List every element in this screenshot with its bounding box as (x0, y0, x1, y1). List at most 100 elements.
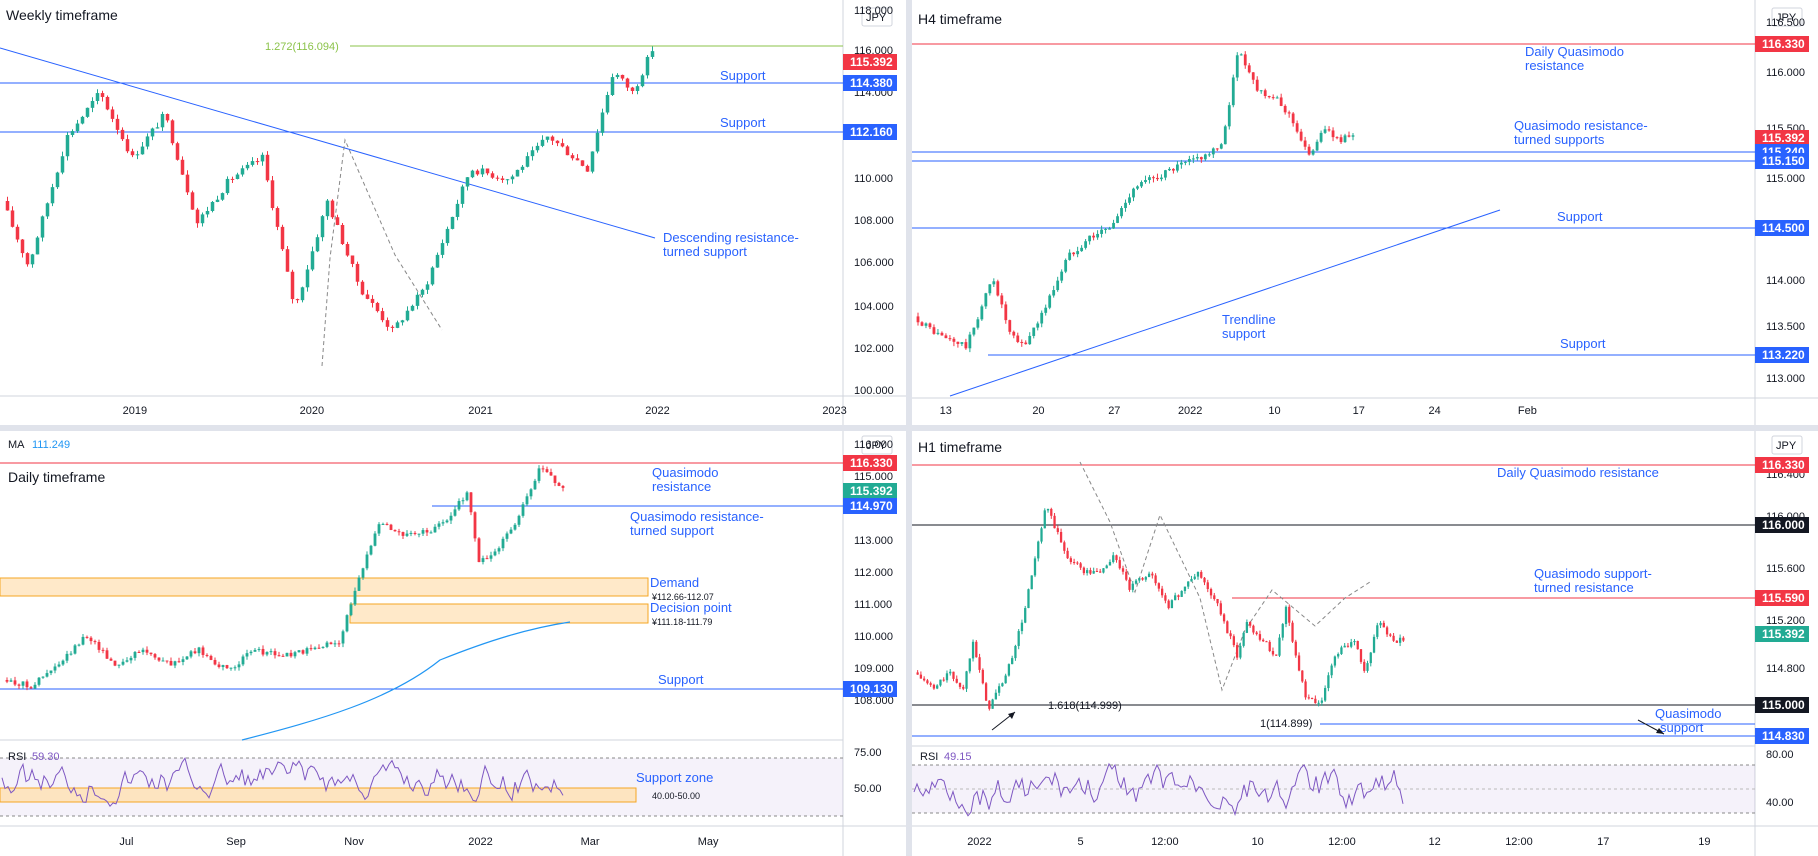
candle-body (944, 335, 948, 339)
candle-body (61, 660, 65, 665)
daily-support-label: Support (658, 672, 704, 687)
candle-body (510, 176, 515, 180)
candle-body (55, 172, 60, 188)
candle-body (1295, 123, 1299, 132)
candle-body (325, 200, 330, 217)
candle-body (1167, 600, 1170, 609)
candle-body (429, 532, 433, 534)
candle-body (415, 294, 420, 306)
candle-body (105, 96, 110, 110)
candle-body (1307, 146, 1311, 155)
h4-title: H4 timeframe (918, 11, 1002, 27)
support-zone-label: Support zone (636, 770, 713, 785)
h4-support-label-2: Support (1560, 336, 1606, 351)
candle-body (1215, 148, 1219, 150)
price-tag (1755, 697, 1809, 713)
support-zone-range: 40.00-50.00 (652, 791, 700, 801)
candle-body (1196, 571, 1200, 577)
candle-body (41, 676, 45, 678)
y-tick-label: 108.000 (854, 695, 894, 707)
candle-body (1174, 595, 1177, 601)
candle-body (1209, 589, 1213, 596)
candle-body (489, 555, 493, 559)
candle-body (525, 496, 529, 505)
candle-body (133, 651, 137, 658)
candle-body (962, 686, 965, 689)
candle-body (513, 524, 517, 530)
daily-currency-badge[interactable]: JPY (861, 435, 893, 455)
h4-currency-badge[interactable]: JPY (1771, 7, 1803, 27)
y-tick-label: 100.000 (854, 385, 894, 397)
candle-body (200, 214, 205, 224)
candle-body (275, 208, 280, 227)
candle-body (972, 327, 976, 335)
candle-body (1160, 588, 1164, 596)
h4-trend-label-2: support (1222, 326, 1266, 341)
candle-body (630, 87, 635, 91)
candle-body (580, 160, 585, 166)
candle-body (430, 267, 435, 285)
candle-body (1059, 532, 1063, 543)
candle-body (277, 655, 281, 657)
candle-body (490, 173, 495, 178)
x-tick-label: Jul (119, 836, 133, 848)
candle-body (505, 179, 510, 181)
x-tick-label: 2022 (645, 405, 669, 417)
weekly-desc-label-2: turned support (663, 244, 747, 259)
candle-body (1092, 235, 1095, 238)
x-tick-label: 2022 (967, 836, 991, 848)
candle-body (988, 700, 991, 709)
candle-body (50, 187, 55, 204)
candle-body (620, 74, 625, 79)
candle-body (1020, 622, 1024, 632)
candle-body (405, 310, 410, 321)
candle-body (40, 216, 45, 238)
y-tick-label: 109.000 (854, 663, 894, 675)
price-tag (843, 124, 897, 140)
x-tick-label: Nov (344, 836, 364, 848)
candle-body (185, 656, 189, 660)
candle-body (280, 226, 285, 250)
candle-body (449, 515, 453, 521)
candle-body (980, 306, 984, 320)
candle-body (1140, 182, 1143, 187)
candle-body (1379, 622, 1382, 626)
h1-currency-badge[interactable]: JPY (1771, 435, 1803, 455)
candle-body (1048, 295, 1052, 308)
h4-dqm-label-2: resistance (1525, 58, 1584, 73)
candle-body (1008, 320, 1012, 332)
candle-body (1131, 583, 1134, 590)
candle-body (305, 269, 310, 288)
candle-body (610, 77, 615, 96)
candle-body (465, 492, 469, 501)
candle-body (473, 512, 477, 539)
candle-body (450, 216, 455, 229)
candle-body (1190, 578, 1193, 582)
candle-body (1147, 573, 1151, 578)
candle-body (1343, 645, 1346, 648)
candle-body (521, 504, 525, 516)
y-tick-label: 108.000 (854, 215, 894, 227)
candle-body (420, 289, 425, 295)
y-tick-label: 116.000 (1766, 67, 1805, 79)
weekly-desc-label-1: Descending resistance- (663, 230, 799, 245)
x-tick-label: 20 (1032, 405, 1044, 417)
ma-label: MA (8, 439, 25, 451)
candle-body (485, 558, 489, 560)
daily-y-axis: 116.000115.000114.000113.000112.000111.0… (854, 439, 894, 707)
candle-body (1310, 697, 1314, 699)
daily-qm-label-1: Quasimodo (652, 465, 718, 480)
candle-body (1314, 698, 1317, 704)
h1-qms-label-2: support (1660, 720, 1704, 735)
candle-body (180, 159, 185, 175)
candle-body (1392, 635, 1395, 641)
candle-body (30, 254, 35, 265)
candle-body (230, 178, 235, 180)
candle-body (9, 680, 13, 682)
daily-candles (5, 465, 565, 691)
price-tag-label: 116.330 (850, 456, 893, 470)
candle-body (1183, 586, 1187, 591)
weekly-currency-badge[interactable]: JPY (861, 7, 893, 27)
h1-qmst-label-1: Quasimodo support- (1534, 566, 1652, 581)
candle-body (1251, 72, 1255, 80)
